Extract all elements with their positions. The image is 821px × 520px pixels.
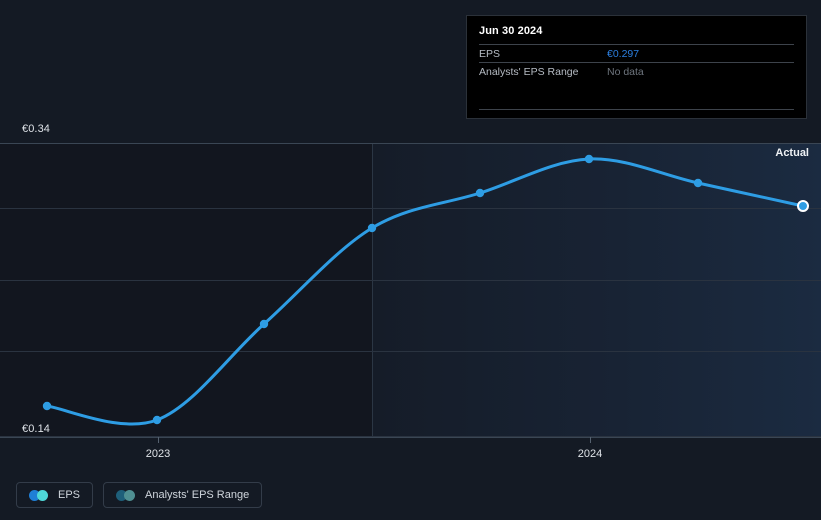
tooltip-row-eps: EPS €0.297 [479,44,794,62]
gridline-1 [0,208,821,209]
y-axis-label-min: €0.14 [22,423,51,435]
tooltip-title: Jun 30 2024 [479,25,543,37]
historical-band [0,143,372,437]
tooltip-row-analysts-range: Analysts' EPS Range No data [479,62,794,80]
legend-item-analysts-range[interactable]: Analysts' EPS Range [103,482,263,508]
legend-label-analysts-range: Analysts' EPS Range [145,489,250,501]
forecast-band [372,143,821,437]
actual-annotation: Actual [775,147,809,159]
tooltip-value-eps: €0.297 [607,47,640,60]
tooltip-footer-divider [479,109,794,110]
tooltip-key-analysts-range: Analysts' EPS Range [479,65,579,78]
analysts-range-series-icon [116,489,136,501]
x-axis-label-2024: 2024 [577,448,603,460]
gridline-3 [0,351,821,352]
legend-item-eps[interactable]: EPS [16,482,94,508]
y-axis-label-max: €0.34 [22,123,51,135]
x-axis-line [0,437,821,438]
forecast-divider [372,143,373,437]
gridline-2 [0,280,821,281]
chart-legend: EPS Analysts' EPS Range [16,482,263,508]
legend-label-eps: EPS [58,489,81,501]
x-axis-label-2023: 2023 [145,448,171,460]
x-axis-tick-2024 [590,437,591,443]
eps-series-icon [29,489,49,501]
plot-area [0,143,821,437]
gridline-0 [0,143,821,144]
x-axis-tick-2023 [158,437,159,443]
gridline-4 [0,436,821,437]
tooltip-key-eps: EPS [479,47,501,60]
chart-tooltip: Jun 30 2024 EPS €0.297 Analysts' EPS Ran… [466,15,807,119]
tooltip-value-analysts-range: No data [607,65,644,78]
